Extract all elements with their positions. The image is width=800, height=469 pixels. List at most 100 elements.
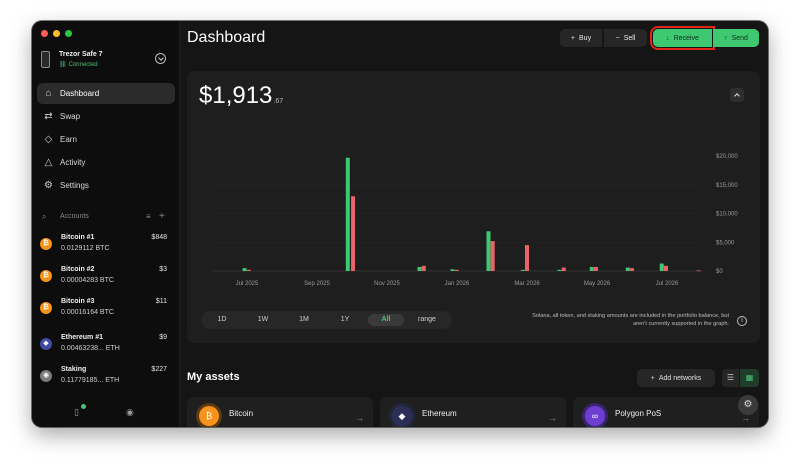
sidebar-item-activity[interactable]: △ Activity <box>37 152 175 173</box>
received-bar[interactable] <box>659 263 664 271</box>
account-fiat: $848 <box>151 234 167 241</box>
sidebar-footer: ▯ ◉ <box>32 401 180 427</box>
send-button[interactable]: ↑ Send <box>713 29 759 47</box>
device-selector[interactable]: Trezor Safe 7 ⛓ Connected <box>41 50 171 72</box>
sent-bar[interactable] <box>663 265 668 271</box>
trezor-device-icon <box>41 51 50 68</box>
received-bar[interactable] <box>486 231 491 271</box>
buy-button[interactable]: + Buy <box>560 29 603 47</box>
range-option-range[interactable]: range <box>418 316 436 323</box>
list-view-button[interactable]: ☰ <box>722 369 739 387</box>
range-option-1y[interactable]: 1Y <box>340 316 350 323</box>
sidebar-item-label: Swap <box>60 112 81 121</box>
info-icon[interactable]: i <box>737 316 747 326</box>
received-bar[interactable] <box>557 269 562 271</box>
received-bar[interactable] <box>417 266 422 271</box>
sell-button[interactable]: − Sell <box>604 29 647 47</box>
add-networks-button[interactable]: + Add networks <box>637 369 715 387</box>
sidebar-item-earn[interactable]: ◇ Earn <box>37 129 175 150</box>
window-controls <box>41 30 72 37</box>
asset-name: Bitcoin <box>229 409 254 418</box>
account-balance: 0.11779185... ETH <box>61 377 120 384</box>
account-name: Staking <box>61 366 87 373</box>
support-icon[interactable]: ⚙ <box>738 395 758 415</box>
account-balance: 0.00016164 BTC <box>61 309 114 316</box>
sent-bar[interactable] <box>593 266 598 271</box>
received-bar[interactable] <box>242 268 247 271</box>
sent-bar[interactable] <box>421 265 426 271</box>
account-fiat: $9 <box>159 334 167 341</box>
received-bar[interactable] <box>450 269 455 271</box>
range-option-all[interactable]: All <box>368 314 404 326</box>
grid-view-button[interactable]: ▦ <box>740 369 759 387</box>
sent-bar[interactable] <box>490 241 495 271</box>
add-networks-label: Add networks <box>658 374 702 382</box>
sent-bar[interactable] <box>561 267 566 271</box>
account-item[interactable]: ◆ Ethereum #1 0.00463238... ETH $9 <box>37 330 175 360</box>
chevron-down-icon[interactable] <box>155 53 166 64</box>
range-option-1m[interactable]: 1M <box>299 316 309 323</box>
received-bar[interactable] <box>345 157 350 271</box>
account-item[interactable]: ₿ Bitcoin #2 0.00004283 BTC $3 <box>37 262 175 292</box>
range-option-1w[interactable]: 1W <box>257 316 269 323</box>
received-bar[interactable] <box>589 266 594 271</box>
main-nav: ⌂ Dashboard ⇄ Swap ◇ Earn △ Activity ⚙ Settings <box>37 83 175 198</box>
range-option-1d[interactable]: 1D <box>217 316 227 323</box>
bitcoin-icon: ₿ <box>199 406 219 426</box>
earn-icon: ◇ <box>44 134 53 145</box>
sidebar-item-label: Settings <box>60 181 89 190</box>
sidebar-item-dashboard[interactable]: ⌂ Dashboard <box>37 83 175 104</box>
received-bar[interactable] <box>625 267 630 271</box>
account-item[interactable]: ₿ Bitcoin #3 0.00016164 BTC $11 <box>37 294 175 324</box>
device-small-icon[interactable]: ▯ <box>74 407 79 417</box>
eye-icon[interactable]: ◉ <box>126 407 134 417</box>
arrow-down-icon: ↓ <box>666 34 670 42</box>
search-icon[interactable]: ⌕ <box>42 212 47 221</box>
maximize-window-button[interactable] <box>65 30 72 37</box>
balance-cents: .67 <box>273 98 284 105</box>
sidebar-item-swap[interactable]: ⇄ Swap <box>37 106 175 127</box>
account-fiat: $3 <box>159 266 167 273</box>
x-tick-label: Sep 2025 <box>304 281 330 287</box>
arrow-right-icon: → <box>548 413 557 423</box>
collapse-chart-button[interactable] <box>730 88 744 102</box>
x-tick-label: Jul 2026 <box>656 281 679 287</box>
bitcoin-icon: ₿ <box>40 302 52 314</box>
sent-bar[interactable] <box>630 268 634 271</box>
asset-card-ethereum[interactable]: ◆ Ethereum → <box>380 397 566 427</box>
bitcoin-icon: ₿ <box>40 270 52 282</box>
asset-card-bitcoin[interactable]: ₿ Bitcoin → <box>187 397 373 427</box>
account-fiat: $11 <box>155 298 167 305</box>
sidebar-item-settings[interactable]: ⚙ Settings <box>37 175 175 196</box>
received-bar[interactable] <box>520 269 525 271</box>
y-tick-label: $20,000 <box>716 154 738 160</box>
minimize-window-button[interactable] <box>53 30 60 37</box>
account-balance: 0.00463238... ETH <box>61 345 120 352</box>
portfolio-balance: $1,913.67 <box>199 82 283 110</box>
add-account-icon[interactable]: + <box>159 211 165 222</box>
close-window-button[interactable] <box>41 30 48 37</box>
account-item[interactable]: ◉ Staking 0.11779185... ETH $227 <box>37 362 175 392</box>
balance-main: $1,913 <box>199 82 273 109</box>
y-tick-label: $15,000 <box>716 183 738 189</box>
account-item[interactable]: ₿ Bitcoin #1 0.0129112 BTC $848 <box>37 230 175 260</box>
asset-card-polygon-pos[interactable]: ∞ Polygon PoS → <box>573 397 759 427</box>
device-status-label: Connected <box>68 62 98 68</box>
ethereum-icon: ◆ <box>392 406 412 426</box>
receive-button[interactable]: ↓ Receive <box>650 26 715 50</box>
y-tick-label: $5,000 <box>716 240 735 246</box>
sent-bar[interactable] <box>525 245 529 271</box>
sent-bar[interactable] <box>696 270 701 272</box>
sort-icon[interactable]: ≡ <box>146 212 151 221</box>
app-window: Trezor Safe 7 ⛓ Connected ⌂ Dashboard ⇄ Swap… <box>32 21 768 427</box>
arrow-up-icon: ↑ <box>724 34 728 42</box>
account-name: Ethereum #1 <box>61 334 104 341</box>
buy-label: Buy <box>579 34 592 42</box>
link-icon: ⛓ <box>59 62 67 68</box>
sent-bar[interactable] <box>246 269 251 271</box>
sent-bar[interactable] <box>454 269 459 271</box>
sent-bar[interactable] <box>351 196 356 271</box>
staking-icon: ◉ <box>40 370 52 382</box>
ethereum-icon: ◆ <box>40 338 52 350</box>
gear-icon: ⚙ <box>44 180 53 191</box>
